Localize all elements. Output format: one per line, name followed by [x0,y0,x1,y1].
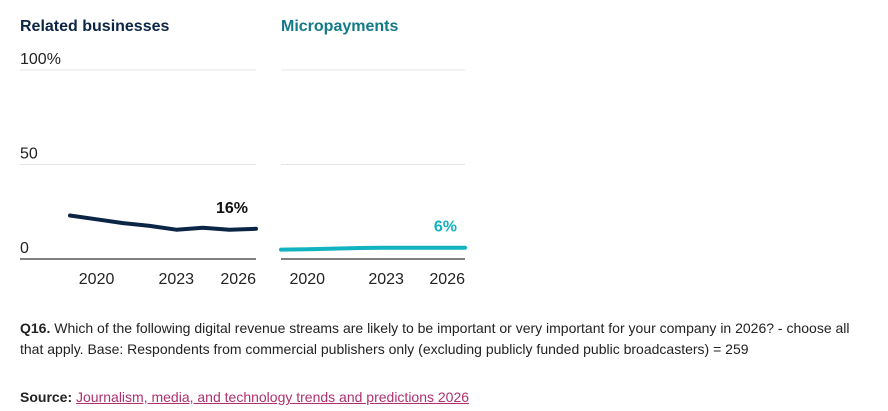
x-tick-label: 2020 [289,271,325,288]
y-tick-label: 0 [20,240,29,257]
panel-2: 2020 2023 2026 6% [279,69,467,288]
y-tick-label: 50 [20,146,38,163]
source-link[interactable]: Journalism, media, and technology trends… [76,389,470,405]
x-tick-label: 2023 [368,271,404,288]
charts-area: 50 100% 0 2020 2023 2026 16% 2020 2023 2026 6% [20,51,467,288]
x-tick-label: 2026 [429,271,465,288]
y-tick-label: 100% [20,51,61,68]
footnote-question-label: Q16. [20,320,51,336]
series-line [68,213,258,232]
footnote-text: Which of the following digital revenue s… [20,320,850,357]
panel-title-micropayments: Micropayments [281,18,399,35]
panel-1: 50 100% 0 2020 2023 2026 16% [20,51,258,288]
series-line [279,245,467,252]
end-value-label: 16% [216,200,248,217]
source-line: Source: Journalism, media, and technolog… [20,389,469,405]
panel-title-related-businesses: Related businesses [20,18,170,35]
x-tick-label: 2023 [158,271,194,288]
end-value-label: 6% [434,219,457,236]
source-label: Source: [20,389,73,405]
x-tick-label: 2026 [220,271,256,288]
footnote: Q16. Which of the following digital reve… [20,318,870,360]
x-tick-label: 2020 [79,271,115,288]
